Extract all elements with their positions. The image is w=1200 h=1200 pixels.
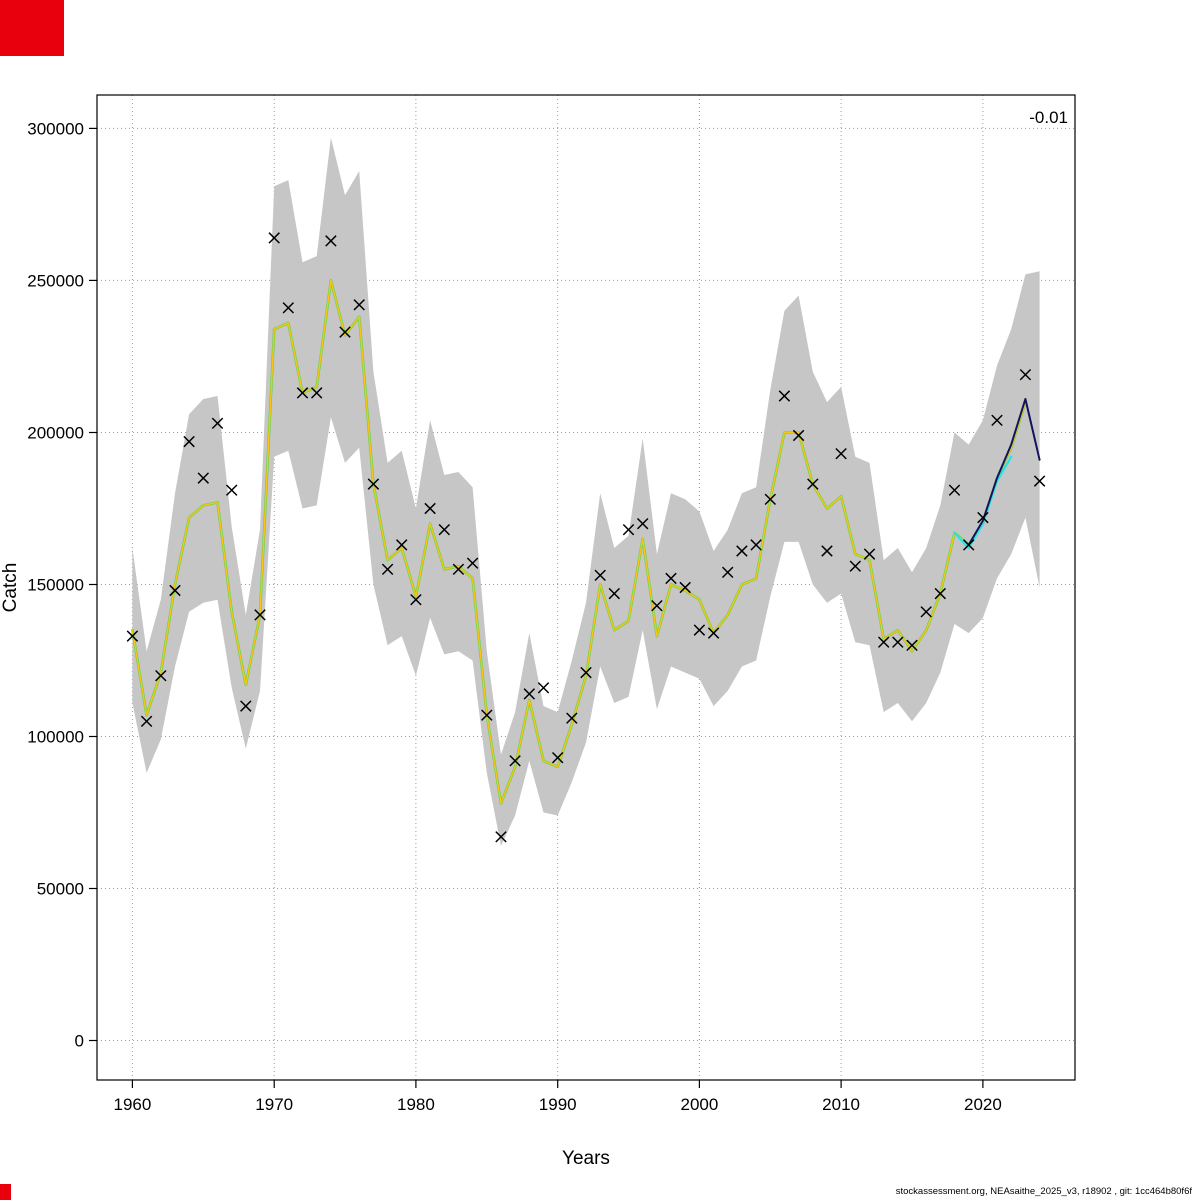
observed-catch-marker <box>721 566 734 579</box>
observed-catch-marker <box>736 545 748 557</box>
observed-catch-marker <box>197 472 210 484</box>
observed-catch-marker <box>991 414 1003 427</box>
observed-catch-marker <box>225 484 238 496</box>
observed-catch-marker <box>608 587 621 600</box>
observed-catch-marker <box>523 688 536 700</box>
observed-catch-marker <box>679 581 691 594</box>
y-axis-label: Catch <box>0 563 21 613</box>
observed-catch-marker <box>877 636 890 648</box>
observed-catch-marker <box>452 563 465 576</box>
observed-catch-marker <box>594 569 606 582</box>
observed-catch-marker <box>169 584 181 597</box>
observed-catch-marker <box>934 587 947 600</box>
observed-catch-marker <box>977 511 989 524</box>
observed-catch-marker <box>962 539 975 551</box>
y-axis-tick-label: 50000 <box>37 880 84 899</box>
observed-catch-marker <box>155 669 167 682</box>
observed-catch-marker <box>892 636 904 648</box>
x-axis-tick-label: 2010 <box>822 1095 860 1114</box>
observed-catch-marker <box>140 715 153 728</box>
plot-border <box>96 94 1076 1081</box>
observed-catch-marker <box>821 545 833 557</box>
observed-catch-marker <box>353 299 365 311</box>
y-axis-tick-label: 150000 <box>27 576 84 595</box>
observed-catch-marker <box>438 523 451 536</box>
observed-catch-marker <box>778 390 791 402</box>
observed-catch-marker <box>466 557 479 569</box>
observed-catch-marker <box>665 572 677 585</box>
observed-catch-marker <box>268 232 280 244</box>
y-axis-tick-label: 100000 <box>27 728 84 747</box>
observed-catch-marker <box>636 517 649 530</box>
observed-catch-marker <box>948 484 961 496</box>
observed-catch-marker <box>835 447 847 460</box>
observed-catch-marker <box>339 326 351 338</box>
observed-catch-marker <box>622 523 635 536</box>
observed-catch-marker <box>551 751 564 764</box>
x-axis-tick-label: 1970 <box>255 1095 293 1114</box>
x-axis-tick-label: 2020 <box>964 1095 1002 1114</box>
observed-catch-marker <box>126 630 139 642</box>
red-artifact-top-left <box>0 0 64 56</box>
observed-catch-marker <box>410 593 422 606</box>
observed-catch-marker <box>367 478 380 490</box>
annotation-value: -0.01 <box>1029 108 1068 127</box>
observed-catch-marker <box>693 624 706 636</box>
observed-catch-marker <box>807 478 819 490</box>
observed-catch-marker <box>395 539 408 551</box>
observed-catch-marker <box>1033 475 1046 487</box>
observed-catch-marker <box>580 666 592 679</box>
observed-catch-marker <box>495 831 507 843</box>
y-axis-tick-label: 250000 <box>27 271 84 290</box>
observed-catch-marker <box>211 417 224 430</box>
observed-catch-marker <box>764 493 777 506</box>
observed-catch-marker <box>254 609 266 621</box>
observed-catch-marker <box>509 755 521 767</box>
observed-catch-marker <box>240 700 252 712</box>
observed-catch-marker <box>920 606 932 618</box>
observed-catch-marker <box>792 429 805 442</box>
y-axis-tick-label: 0 <box>75 1032 84 1051</box>
observed-catch-marker <box>481 709 493 721</box>
observed-catch-marker <box>849 560 862 572</box>
series-retro-cyan <box>953 455 1013 550</box>
observed-catch-marker <box>537 682 550 694</box>
observed-catch-marker <box>651 599 663 612</box>
observed-catch-marker <box>183 435 195 448</box>
x-axis-tick-label: 1990 <box>539 1095 577 1114</box>
red-artifact-bottom-left <box>0 1184 11 1200</box>
series-forecast-dark <box>967 398 1041 546</box>
observed-catch-marker <box>750 539 762 551</box>
confidence-band <box>132 137 1040 846</box>
x-axis-tick-label: 1980 <box>397 1095 435 1114</box>
observed-catch-marker <box>424 502 436 515</box>
observed-catch-marker <box>1019 368 1032 381</box>
x-axis-tick-label: 2000 <box>680 1095 718 1114</box>
observed-catch-marker <box>707 627 720 639</box>
observed-catch-marker <box>310 387 323 399</box>
observed-catch-marker <box>381 563 394 576</box>
y-axis-tick-label: 300000 <box>27 119 84 138</box>
observed-catch-marker <box>282 302 295 314</box>
observed-catch-marker <box>566 712 578 724</box>
footer-source-text: stockassessment.org, NEAsaithe_2025_v3, … <box>895 1186 1192 1197</box>
observed-catch-marker <box>863 548 876 560</box>
observed-catch-marker <box>325 235 337 247</box>
x-axis-tick-label: 1960 <box>113 1095 151 1114</box>
y-axis-tick-label: 200000 <box>27 424 84 443</box>
series-estimate-yellow <box>131 279 1027 805</box>
observed-catch-marker <box>906 639 918 652</box>
observed-catch-marker <box>296 387 309 399</box>
x-axis-label: Years <box>562 1148 610 1169</box>
